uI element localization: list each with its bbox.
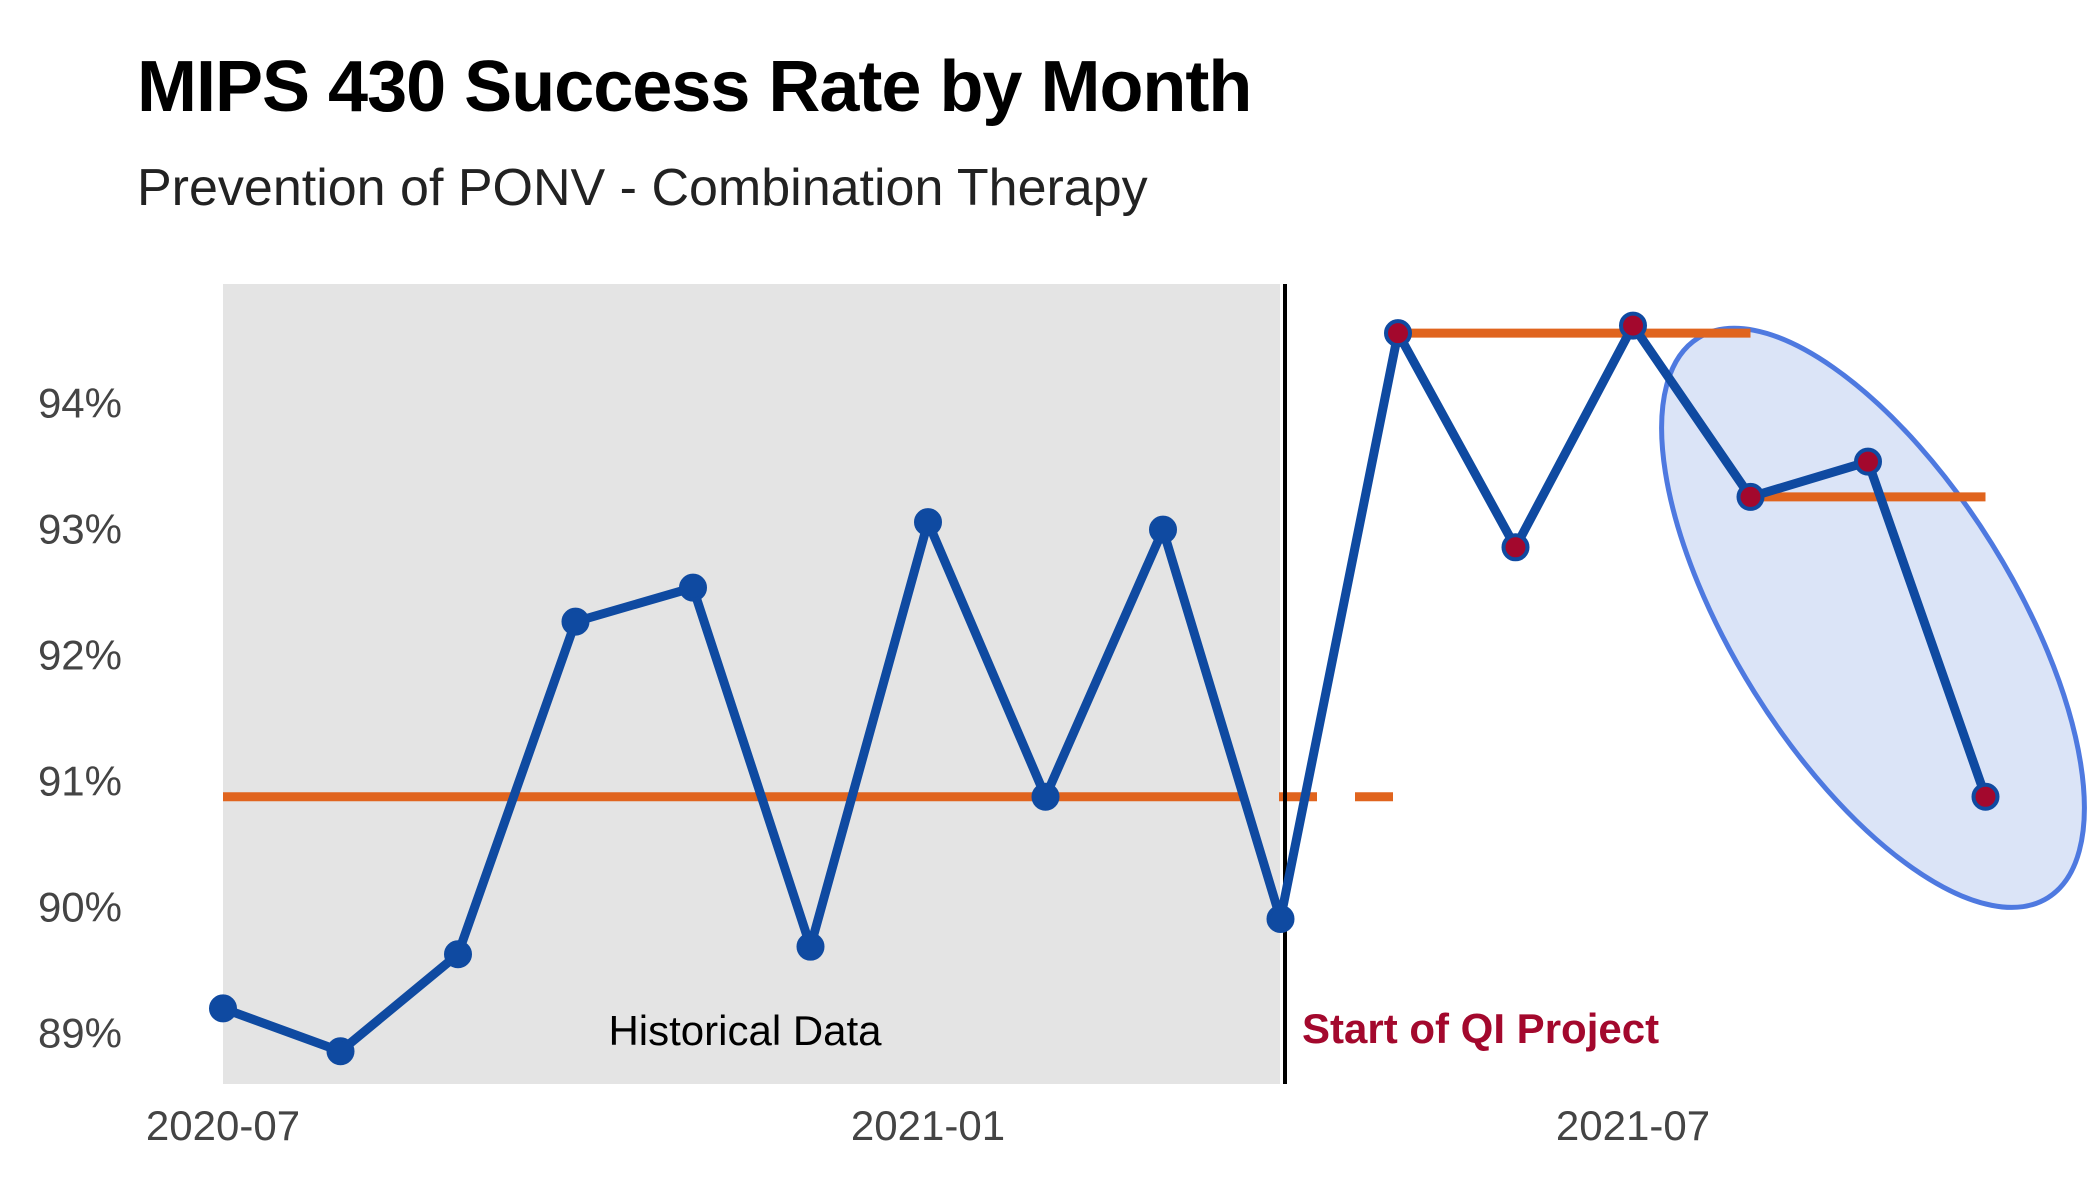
data-point-2021-03: [1149, 515, 1177, 544]
data-point-2021-10: [1971, 782, 2000, 811]
data-point-2021-07: [1619, 311, 1647, 340]
y-tick-label: 94%: [38, 380, 122, 427]
data-point-2020-12: [796, 932, 825, 961]
x-tick-label: 2020-07: [146, 1102, 300, 1149]
y-tick-label: 89%: [38, 1010, 122, 1057]
data-point-2021-05: [1384, 319, 1412, 348]
y-tick-label: 93%: [38, 506, 122, 553]
historical-band: [223, 284, 1280, 1084]
data-point-2021-04: [1266, 904, 1295, 933]
data-point-2021-09: [1854, 447, 1882, 476]
data-point-2020-07: [209, 994, 237, 1023]
series-line: [218, 321, 1990, 1056]
data-point-2021-02: [1031, 782, 1060, 811]
data-point-2020-11: [679, 573, 707, 602]
y-tick-label: 90%: [38, 884, 122, 931]
highlight-ellipse: [1659, 325, 2087, 910]
x-tick-label: 2021-07: [1556, 1102, 1710, 1149]
x-tick-label: 2021-01: [851, 1102, 1005, 1149]
y-tick-label: 92%: [38, 632, 122, 679]
data-point-2020-08: [326, 1037, 355, 1066]
data-point-2020-09: [444, 940, 472, 969]
data-point-2021-01: [914, 508, 942, 537]
chart-title: MIPS 430 Success Rate by Month: [137, 47, 1252, 127]
y-tick-label: 91%: [38, 758, 122, 805]
data-point-2020-10: [561, 607, 590, 636]
qi-start-label: Start of QI Project: [1302, 1005, 1659, 1052]
historical-data-label: Historical Data: [608, 1007, 882, 1054]
chart-subtitle: Prevention of PONV - Combination Therapy: [137, 159, 1148, 217]
data-point-2021-08: [1736, 482, 1765, 511]
data-point-2021-06: [1501, 533, 1530, 562]
